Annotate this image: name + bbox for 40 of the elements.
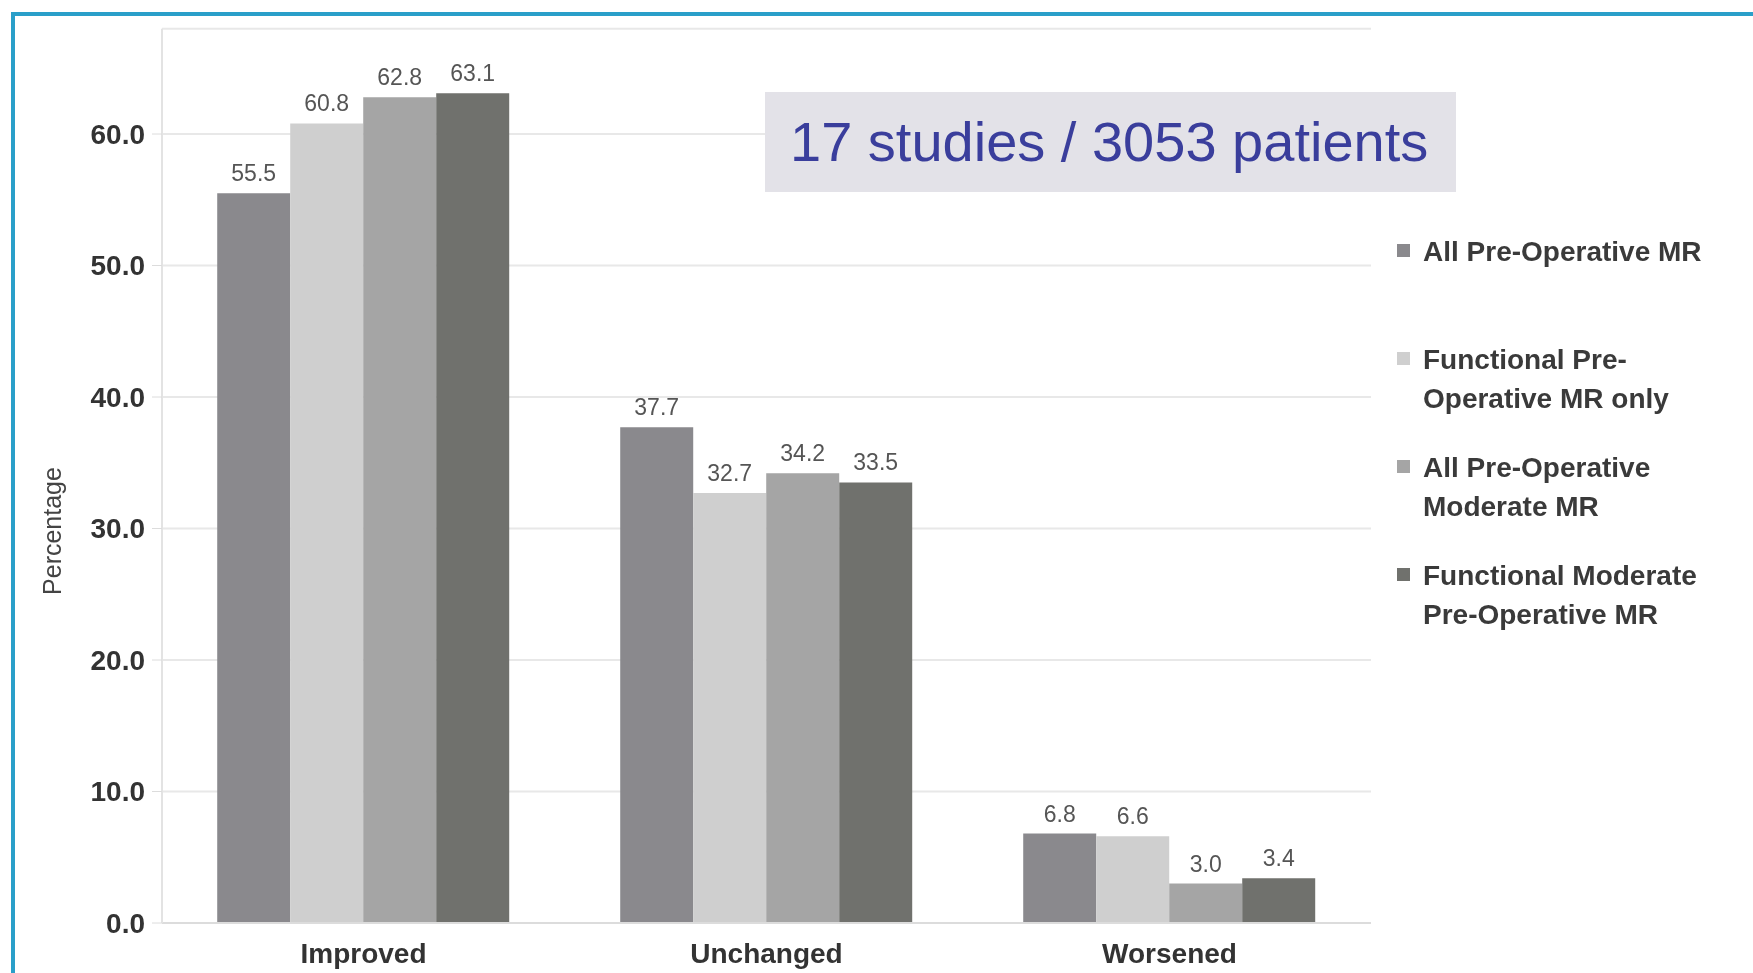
bar <box>290 123 364 923</box>
bar <box>1242 878 1316 923</box>
data-label: 60.8 <box>304 90 350 117</box>
bar <box>1169 883 1243 923</box>
y-tick-label: 10.0 <box>90 776 145 808</box>
data-label: 55.5 <box>231 160 277 187</box>
data-label: 6.6 <box>1116 803 1149 830</box>
bar <box>693 493 767 923</box>
bar <box>1096 836 1170 923</box>
legend-label: Functional Moderate Pre-Operative MR <box>1423 560 1697 630</box>
y-tick-label: 20.0 <box>90 644 145 676</box>
data-label: 3.4 <box>1262 845 1295 872</box>
data-label: 37.7 <box>634 394 680 421</box>
x-tick-label: Improved <box>300 937 427 969</box>
x-tick-label: Worsened <box>1102 937 1237 969</box>
bar <box>839 482 913 923</box>
data-label: 32.7 <box>707 459 753 486</box>
y-tick-label: 30.0 <box>90 513 145 545</box>
data-label: 62.8 <box>377 64 423 91</box>
annotation: 17 studies / 3053 patients <box>790 110 1429 173</box>
data-label: 3.0 <box>1189 850 1222 877</box>
y-tick-label: 40.0 <box>90 381 145 413</box>
legend-label: Functional Pre-Operative MR only <box>1423 344 1669 414</box>
bar <box>620 427 694 923</box>
x-tick-label: Unchanged <box>690 937 843 969</box>
bar <box>217 193 291 923</box>
bar <box>1023 833 1097 923</box>
y-tick-label: 60.0 <box>90 118 145 150</box>
y-axis-title: Percentage <box>37 467 66 595</box>
legend-label: All Pre-Operative MR <box>1423 236 1702 267</box>
data-label: 34.2 <box>780 440 826 467</box>
bar <box>766 473 840 923</box>
y-tick-label: 50.0 <box>90 250 145 282</box>
bar <box>436 93 510 923</box>
data-label: 6.8 <box>1043 800 1076 827</box>
data-label: 63.1 <box>450 60 496 87</box>
y-tick-label: 0.0 <box>106 907 145 939</box>
data-label: 33.5 <box>853 449 899 476</box>
legend-label: All Pre-Operative Moderate MR <box>1423 452 1651 522</box>
bar <box>363 97 437 923</box>
